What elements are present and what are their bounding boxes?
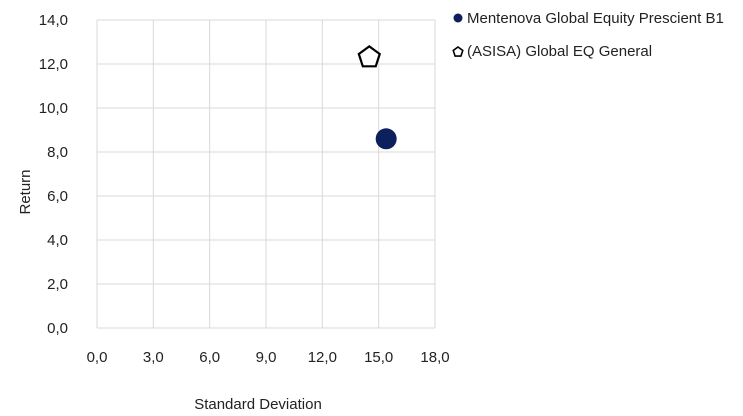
x-axis-title: Standard Deviation <box>194 396 322 411</box>
x-tick-label: 9,0 <box>256 349 277 366</box>
y-tick-label: 12,0 <box>39 56 68 73</box>
y-tick-label: 6,0 <box>47 188 68 205</box>
x-tick-label: 6,0 <box>199 349 220 366</box>
y-tick-label: 0,0 <box>47 320 68 337</box>
x-tick-label: 3,0 <box>143 349 164 366</box>
y-tick-label: 8,0 <box>47 144 68 161</box>
y-tick-label: 4,0 <box>47 232 68 249</box>
legend: Mentenova Global Equity Prescient B1 (ASI… <box>452 10 724 60</box>
grid-lines <box>96 19 436 329</box>
x-tick-label: 12,0 <box>308 349 337 366</box>
y-tick-label: 2,0 <box>47 276 68 293</box>
y-tick-label: 14,0 <box>39 12 68 29</box>
data-point-pentagon <box>357 45 382 68</box>
y-tick-label: 10,0 <box>39 100 68 117</box>
legend-marker-circle <box>453 13 463 23</box>
legend-marker-pentagon <box>452 46 464 57</box>
y-axis-title: Return <box>17 169 34 214</box>
x-tick-label: 18,0 <box>420 349 449 366</box>
legend-label: (ASISA) Global EQ General <box>467 43 652 60</box>
data-point-circle <box>375 128 397 150</box>
x-tick-label: 0,0 <box>87 349 108 366</box>
tick-labels: 0,0 3,0 6,0 9,0 12,0 15,0 18,0 0,0 2,0 4,0 6,0 8,0 1… <box>39 12 450 366</box>
legend-label: Mentenova Global Equity Prescient B1 <box>467 10 724 27</box>
data-points <box>357 45 397 150</box>
x-tick-label: 15,0 <box>364 349 393 366</box>
